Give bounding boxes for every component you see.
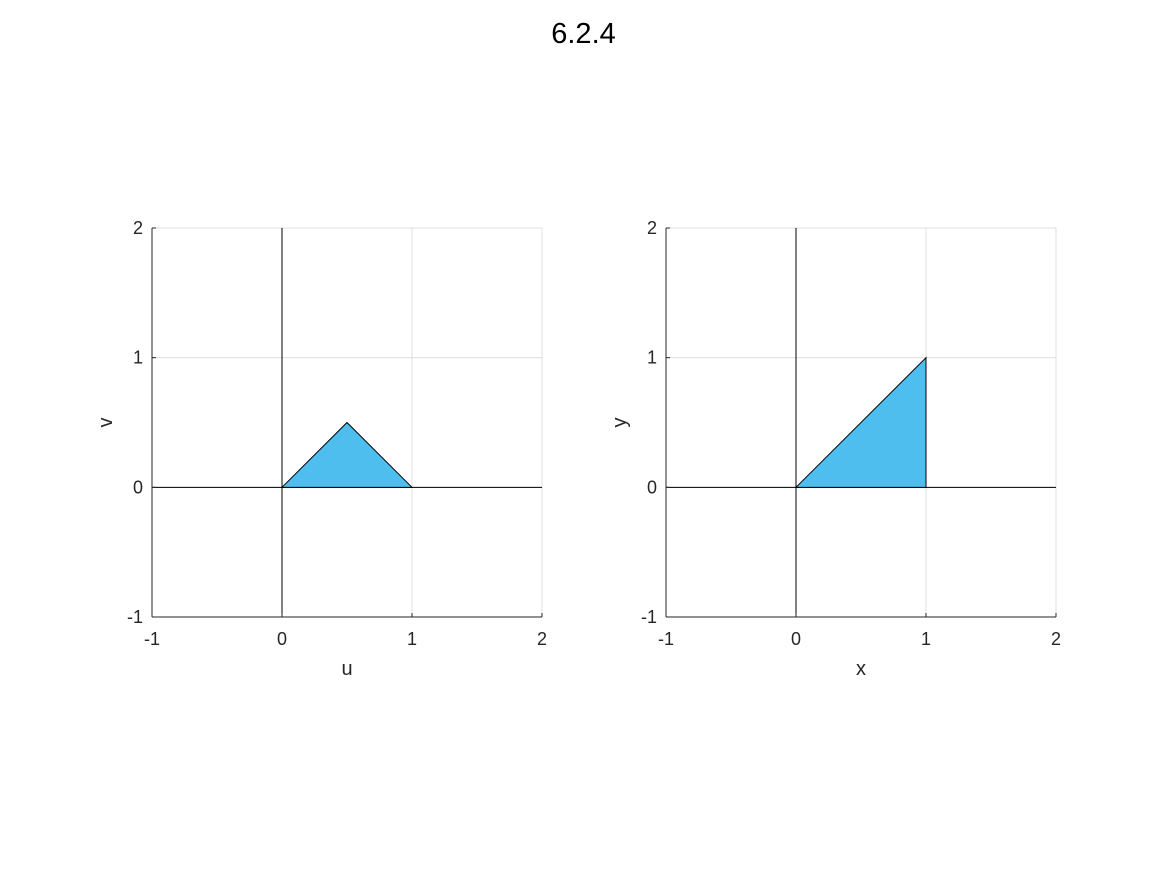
x-tick-label: 0 bbox=[791, 629, 801, 649]
x-axis-label: x bbox=[856, 658, 866, 680]
x-tick-label: 1 bbox=[407, 629, 417, 649]
x-axis-label: u bbox=[341, 658, 352, 680]
y-tick-label: -1 bbox=[127, 607, 143, 627]
y-tick-label: -1 bbox=[641, 607, 657, 627]
x-tick-label: 1 bbox=[921, 629, 931, 649]
y-tick-label: 2 bbox=[133, 218, 143, 238]
subplot-2: -1 0 1 2 -1 0 1 2 x y bbox=[609, 218, 1061, 680]
subplot-1: -1 0 1 2 -1 0 1 2 u v bbox=[95, 218, 547, 680]
y-tick-label: 0 bbox=[647, 477, 657, 497]
y-tick-label: 2 bbox=[647, 218, 657, 238]
x-tick-label: 2 bbox=[537, 629, 547, 649]
y-tick-label: 1 bbox=[647, 348, 657, 368]
filled-region bbox=[280, 421, 414, 488]
x-tick-label: 2 bbox=[1051, 629, 1061, 649]
x-tick-label: -1 bbox=[658, 629, 674, 649]
y-tick-label: 0 bbox=[133, 477, 143, 497]
x-tick-label: -1 bbox=[144, 629, 160, 649]
y-tick-label: 1 bbox=[133, 348, 143, 368]
figure-title: 6.2.4 bbox=[551, 18, 616, 50]
filled-region bbox=[794, 356, 927, 488]
y-axis-label: v bbox=[95, 418, 117, 428]
y-axis-label: y bbox=[609, 418, 631, 428]
x-tick-label: 0 bbox=[277, 629, 287, 649]
